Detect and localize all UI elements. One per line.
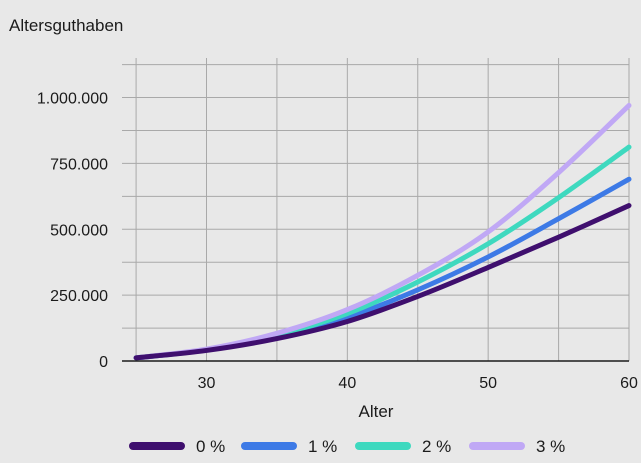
x-tick-label: 50	[479, 375, 497, 392]
y-tick-label: 250.000	[50, 288, 108, 305]
axes: 0 250.000 500.000 750.000 1.000.000 30 40 50 60 A…	[9, 16, 638, 421]
y-tick-label: 750.000	[50, 156, 108, 173]
y-tick-label: 1.000.000	[37, 91, 108, 108]
x-tick-label: 60	[620, 375, 638, 392]
x-tick-label: 40	[338, 375, 356, 392]
series-line-1	[133, 203, 632, 361]
legend-label-4: 3 %	[536, 437, 565, 456]
y-tick-label: 0	[99, 354, 108, 371]
grid	[122, 58, 630, 361]
legend-label-3: 2 %	[422, 437, 451, 456]
y-tick-label: 500.000	[50, 222, 108, 239]
series-line-4	[133, 102, 632, 361]
legend: 0 % 1 % 2 % 3 %	[129, 437, 565, 456]
legend-label-2: 1 %	[308, 437, 337, 456]
legend-label-1: 0 %	[196, 437, 225, 456]
y-axis-label: Altersguthaben	[9, 16, 123, 35]
x-axis-label: Alter	[359, 402, 394, 421]
series-lines	[133, 102, 632, 361]
series-line-2	[133, 176, 632, 361]
x-tick-label: 30	[198, 375, 216, 392]
